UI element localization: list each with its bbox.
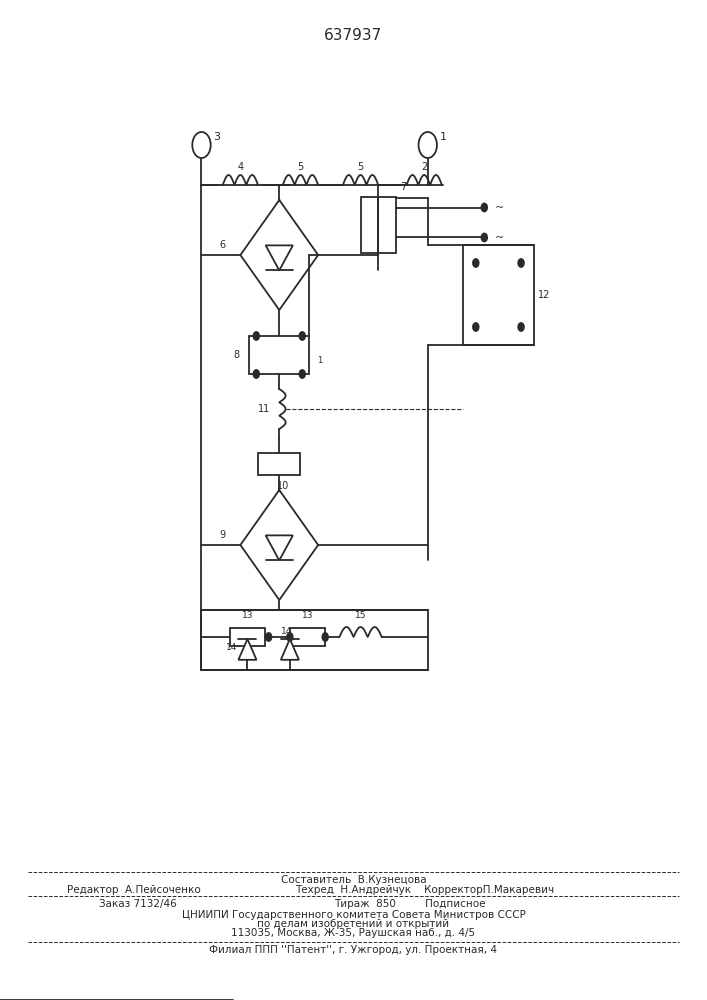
Text: Тираж  850         Подписное: Тираж 850 Подписное	[334, 899, 486, 909]
Text: 9: 9	[220, 530, 226, 540]
Circle shape	[300, 332, 305, 340]
Text: 13: 13	[302, 611, 313, 620]
Circle shape	[322, 633, 328, 641]
Bar	[201, 610, 428, 670]
Text: 1: 1	[440, 132, 447, 142]
Bar	[378, 198, 396, 252]
Text: Заказ 7132/46: Заказ 7132/46	[99, 899, 177, 909]
Text: 11: 11	[257, 404, 270, 414]
Circle shape	[266, 633, 271, 641]
Circle shape	[518, 259, 524, 267]
Circle shape	[473, 259, 479, 267]
Text: ~: ~	[495, 232, 504, 242]
Text: Составитель  В.Кузнецова: Составитель В.Кузнецова	[281, 875, 426, 885]
Bar	[230, 628, 265, 646]
Circle shape	[473, 323, 479, 331]
Text: 14: 14	[226, 643, 238, 652]
Text: Редактор  А.Пейсоченко: Редактор А.Пейсоченко	[67, 885, 201, 895]
Text: 637937: 637937	[325, 27, 382, 42]
Circle shape	[253, 332, 259, 340]
Text: по делам изобретений и открытий: по делам изобретений и открытий	[257, 919, 450, 929]
Text: 2: 2	[421, 162, 427, 172]
Text: 14: 14	[281, 627, 292, 636]
Polygon shape	[281, 639, 299, 660]
Circle shape	[518, 323, 524, 331]
Text: 8: 8	[233, 350, 240, 360]
Polygon shape	[238, 639, 257, 660]
Circle shape	[481, 204, 487, 212]
Polygon shape	[266, 245, 293, 270]
Circle shape	[419, 132, 437, 158]
Bar	[463, 245, 534, 345]
Circle shape	[287, 633, 293, 641]
Circle shape	[481, 233, 487, 241]
Bar	[290, 628, 325, 646]
Polygon shape	[266, 535, 293, 560]
Text: 13: 13	[242, 611, 253, 620]
Text: 3: 3	[214, 132, 221, 142]
Text: 113035, Москва, Ж-35, Раушская наб., д. 4/5: 113035, Москва, Ж-35, Раушская наб., д. …	[231, 928, 476, 938]
Text: 10: 10	[276, 481, 289, 491]
Bar	[249, 336, 310, 374]
Circle shape	[253, 370, 259, 378]
Text: 12: 12	[538, 290, 551, 300]
Text: ~: ~	[495, 202, 504, 213]
Text: ЦНИИПИ Государственного комитета Совета Министров СССР: ЦНИИПИ Государственного комитета Совета …	[182, 910, 525, 920]
Text: 7: 7	[400, 182, 406, 192]
Text: 5: 5	[358, 162, 363, 172]
Text: 1: 1	[317, 356, 322, 365]
Text: 6: 6	[220, 240, 226, 250]
Bar	[361, 198, 378, 252]
Text: 4: 4	[238, 162, 243, 172]
Bar	[258, 453, 300, 475]
Text: Филиал ППП ''Патент'', г. Ужгород, ул. Проектная, 4: Филиал ППП ''Патент'', г. Ужгород, ул. П…	[209, 945, 498, 955]
Text: 15: 15	[355, 611, 366, 620]
Text: Техред  Н.Андрейчук    КорректорП.Макаревич: Техред Н.Андрейчук КорректорП.Макаревич	[295, 885, 554, 895]
Circle shape	[192, 132, 211, 158]
Text: 5: 5	[298, 162, 303, 172]
Circle shape	[300, 370, 305, 378]
